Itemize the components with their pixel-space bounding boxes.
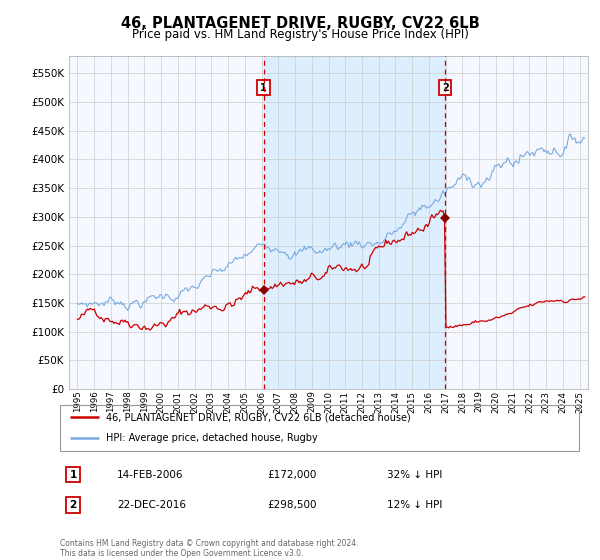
Text: 1: 1 — [260, 83, 267, 92]
Text: HPI: Average price, detached house, Rugby: HPI: Average price, detached house, Rugb… — [106, 433, 317, 444]
Text: £172,000: £172,000 — [268, 469, 317, 479]
Text: 1: 1 — [70, 469, 77, 479]
Text: 32% ↓ HPI: 32% ↓ HPI — [387, 469, 442, 479]
Text: Price paid vs. HM Land Registry's House Price Index (HPI): Price paid vs. HM Land Registry's House … — [131, 28, 469, 41]
Text: 2: 2 — [70, 500, 77, 510]
Text: £298,500: £298,500 — [268, 500, 317, 510]
Text: 46, PLANTAGENET DRIVE, RUGBY, CV22 6LB: 46, PLANTAGENET DRIVE, RUGBY, CV22 6LB — [121, 16, 479, 31]
Text: 46, PLANTAGENET DRIVE, RUGBY, CV22 6LB (detached house): 46, PLANTAGENET DRIVE, RUGBY, CV22 6LB (… — [106, 412, 410, 422]
Text: 12% ↓ HPI: 12% ↓ HPI — [387, 500, 442, 510]
Text: 22-DEC-2016: 22-DEC-2016 — [117, 500, 186, 510]
Text: 2: 2 — [442, 83, 449, 92]
Bar — [263, 56, 445, 389]
Text: Contains HM Land Registry data © Crown copyright and database right 2024.
This d: Contains HM Land Registry data © Crown c… — [60, 539, 359, 558]
Text: 14-FEB-2006: 14-FEB-2006 — [117, 469, 184, 479]
